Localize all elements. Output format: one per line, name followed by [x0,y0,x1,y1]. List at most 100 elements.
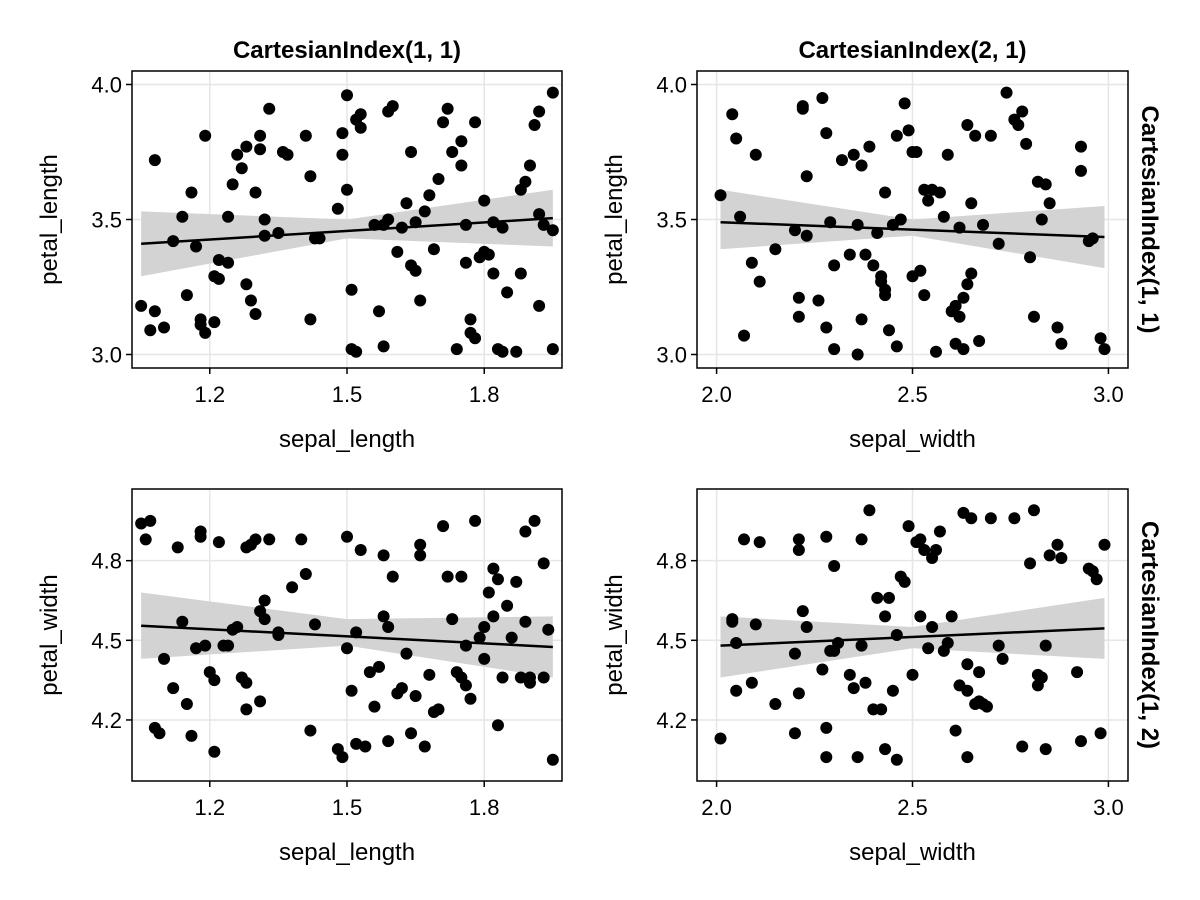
y-tick-label: 4.0 [91,73,122,98]
data-point [926,621,939,634]
data-point [922,642,935,655]
data-point [341,89,353,102]
data-point [350,737,363,750]
data-point [354,108,367,121]
data-point [859,248,872,261]
data-point [185,729,198,742]
data-point [961,278,974,291]
data-point [208,316,221,329]
data-point [377,340,390,353]
data-point [409,690,422,703]
data-point [726,613,739,626]
data-point [405,727,418,740]
data-point [828,259,841,272]
data-point [1035,213,1048,226]
data-point [855,533,868,546]
data-point [533,105,546,118]
data-point [835,154,848,167]
data-point [254,695,267,708]
data-point [879,289,892,302]
data-point [423,668,436,681]
data-point [1055,552,1068,565]
x-tick-label: 2.5 [897,795,928,820]
data-point [902,520,915,533]
data-point [144,324,157,337]
data-point [286,581,299,594]
data-point [354,544,367,557]
data-point [546,343,559,356]
data-point [796,100,809,113]
data-point [341,183,353,196]
data-point [263,533,276,546]
regression-line [141,624,553,649]
x-tick-label: 3.0 [1093,795,1124,820]
data-point [957,343,970,356]
data-point [851,751,864,764]
data-point [519,615,532,628]
data-point [400,647,413,660]
y-tick-label: 4.2 [656,708,687,733]
data-point [350,626,363,639]
data-point [258,594,271,607]
confidence-band [141,592,553,678]
data-point [528,514,541,527]
data-point [222,639,235,652]
data-point [977,218,990,231]
data-point [446,146,459,158]
panel-1: 1.2 1.5 1.8 3.0 3.5 4.0 sepal_length petal_leng… [36,37,563,453]
data-point [914,533,927,546]
data-point [331,202,344,215]
data-point [992,237,1005,250]
confidence-band [141,189,553,277]
data-point [1039,639,1052,652]
data-point [135,299,148,312]
data-point [542,623,555,636]
data-point [158,321,171,334]
data-point [1039,743,1052,756]
panel-title: CartesianIndex(2, 1) [798,37,1026,64]
data-point [272,629,285,641]
data-point [180,289,193,302]
data-point [377,549,390,562]
data-point [922,194,935,207]
data-point [863,140,876,153]
data-point [890,129,903,142]
y-tick-label: 4.8 [91,549,122,574]
data-point [918,544,931,557]
data-point [258,613,271,626]
data-point [961,119,974,131]
data-point [409,216,422,229]
data-point [879,610,892,623]
data-point [828,559,841,572]
data-point [949,724,962,737]
data-point [313,232,326,245]
data-point [368,700,381,713]
y-tick-label: 3.0 [91,343,122,368]
y-tick-label: 4.8 [656,549,687,574]
data-point [171,541,184,554]
data-point [459,218,472,231]
data-point [914,264,927,277]
data-point [231,148,244,161]
y-axis-label: petal_length [36,154,63,285]
data-point [973,666,986,679]
data-point [441,570,454,583]
data-point [190,240,203,253]
data-point [1008,512,1021,525]
data-point [148,154,161,167]
data-point [254,143,267,156]
data-point [418,740,431,753]
panel-3: 1.2 1.5 1.8 4.2 4.5 4.8 sepal_length petal_widt… [36,488,563,866]
data-point [148,305,161,318]
data-point [738,533,751,546]
data-point [855,313,868,326]
y-axis-label: petal_width [601,574,628,695]
data-point [820,751,833,764]
data-point [1086,232,1099,245]
data-point [304,724,317,737]
data-point [537,671,550,684]
data-point [816,663,829,676]
y-tick-label: 3.0 [656,343,687,368]
data-point [304,313,317,326]
